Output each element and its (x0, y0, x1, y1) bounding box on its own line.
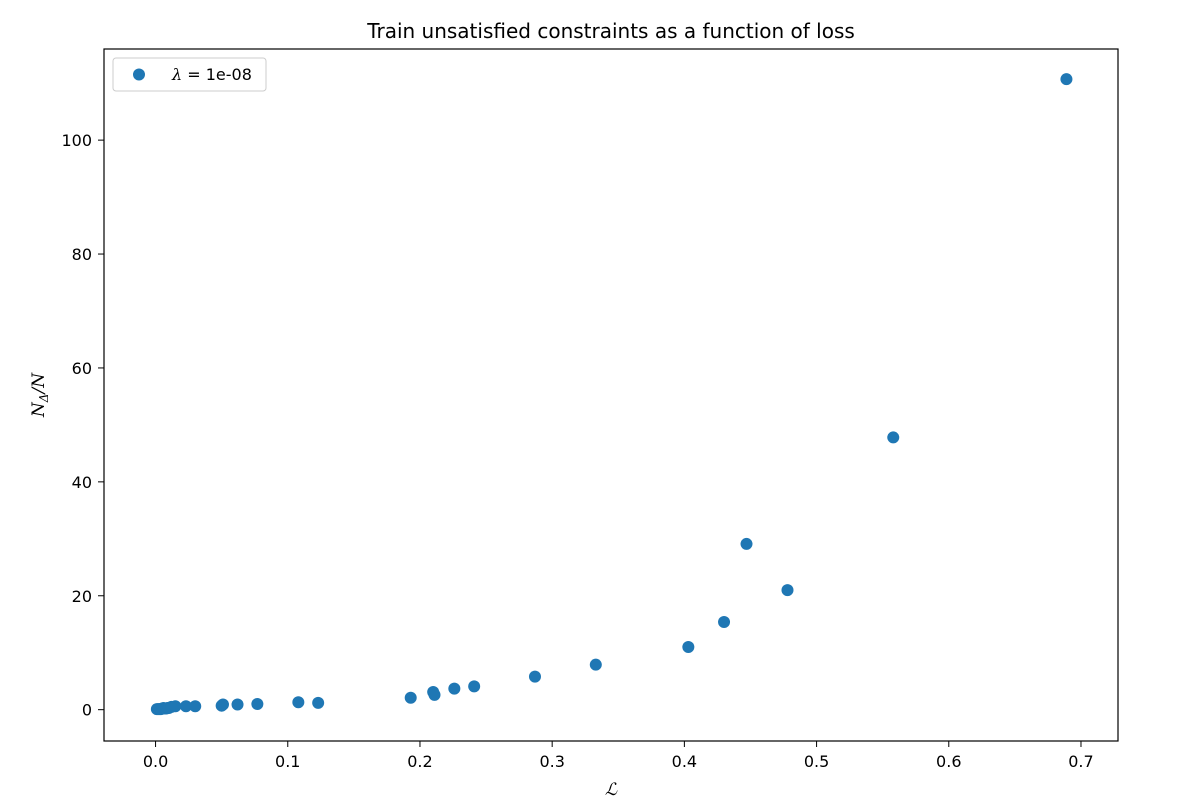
legend-marker (133, 68, 145, 81)
legend-label-value: = 1e-08 (182, 65, 252, 84)
x-tick-label: 0.7 (1068, 752, 1093, 771)
data-point (428, 688, 441, 701)
data-point (781, 584, 794, 597)
chart-title: Train unsatisfied constraints as a funct… (366, 19, 855, 43)
y-axis-ticks: 0 20 40 60 80 100 (61, 131, 104, 720)
legend-box (112, 57, 267, 92)
data-point (312, 696, 325, 709)
data-point (528, 670, 541, 683)
y-tick-label: 100 (61, 131, 92, 150)
data-point (216, 698, 229, 711)
y-tick-label: 20 (72, 587, 92, 606)
y-axis-label: NΔ/N (29, 372, 51, 418)
data-point (231, 698, 244, 711)
legend: λ = 1e-08 (112, 57, 267, 92)
data-point (179, 700, 192, 713)
data-point (718, 615, 731, 628)
x-tick-label: 0.4 (672, 752, 697, 771)
x-axis-ticks: 0.0 0.1 0.2 0.3 0.4 0.5 0.6 0.7 (143, 741, 1094, 771)
data-point (169, 700, 182, 713)
data-point (468, 680, 481, 693)
y-tick-label: 60 (72, 359, 92, 378)
legend-label-symbol: λ (171, 65, 182, 84)
data-point (887, 431, 900, 444)
x-tick-label: 0.1 (275, 752, 300, 771)
y-axis-label-main: N (29, 401, 49, 418)
data-point (404, 691, 417, 704)
y-tick-label: 0 (82, 701, 92, 720)
y-tick-label: 40 (72, 473, 92, 492)
x-tick-label: 0.6 (936, 752, 961, 771)
legend-label: λ = 1e-08 (171, 65, 252, 84)
data-point (1060, 73, 1073, 86)
x-axis-label: ℒ (605, 780, 618, 800)
data-point (589, 658, 602, 671)
data-point (682, 641, 695, 654)
x-tick-label: 0.3 (539, 752, 564, 771)
data-point (740, 537, 753, 550)
data-points (150, 73, 1073, 716)
plot-frame (103, 48, 1119, 742)
x-tick-label: 0.2 (407, 752, 432, 771)
y-axis-label-subscript: Δ (37, 394, 51, 404)
data-point (251, 697, 264, 710)
data-point (189, 700, 202, 713)
x-tick-label: 0.5 (804, 752, 829, 771)
y-tick-label: 80 (72, 245, 92, 264)
x-tick-label: 0.0 (143, 752, 168, 771)
data-point (292, 696, 305, 709)
y-axis-label-tail: /N (29, 372, 49, 396)
data-point (448, 682, 461, 695)
